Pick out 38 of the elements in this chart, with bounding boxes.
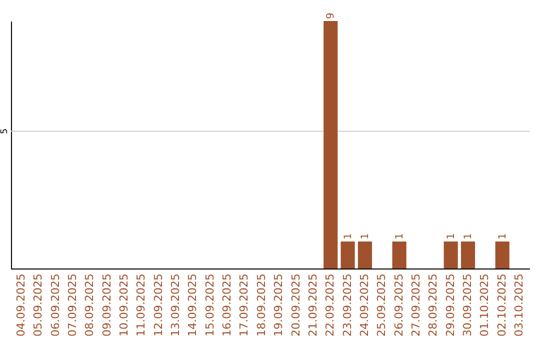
data-label: 1 — [360, 233, 371, 240]
x-tick-label: 15.09.2025 — [203, 274, 216, 336]
x-tick-label: 19.09.2025 — [272, 274, 286, 336]
x-tick-label: 01.10.2025 — [478, 274, 492, 336]
x-tick-label: 05.09.2025 — [32, 274, 45, 336]
x-tick-label: 28.09.2025 — [426, 274, 440, 336]
x-tick-label: 13.09.2025 — [169, 274, 182, 336]
data-label: 9 — [326, 12, 337, 19]
x-tick-label: 23.09.2025 — [340, 274, 354, 336]
x-tick-label: 08.09.2025 — [83, 274, 96, 336]
x-tick-label: 14.09.2025 — [186, 274, 200, 336]
x-tick-label: 11.09.2025 — [134, 274, 148, 336]
data-label: 1 — [446, 233, 457, 240]
x-tick-label: 02.10.2025 — [495, 274, 508, 336]
data-label: 1 — [394, 233, 406, 240]
data-label: 1 — [463, 233, 474, 240]
ref-line-label: 5 — [0, 128, 10, 134]
x-tick-label: 24.09.2025 — [358, 274, 371, 336]
x-tick-label: 06.09.2025 — [48, 274, 62, 336]
x-tick-label: 21.09.2025 — [306, 274, 320, 336]
data-label: 1 — [497, 233, 508, 240]
x-tick-label: 10.09.2025 — [118, 274, 131, 336]
x-tick-label: 17.09.2025 — [238, 274, 251, 336]
x-tick-label: 25.09.2025 — [375, 274, 388, 336]
x-tick-label: 04.09.2025 — [14, 274, 28, 336]
x-tick-label: 29.09.2025 — [444, 274, 457, 336]
x-tick-label: 26.09.2025 — [392, 274, 406, 336]
x-tick-label: 07.09.2025 — [66, 274, 79, 336]
data-label: 1 — [342, 233, 354, 240]
x-tick-label: 12.09.2025 — [152, 274, 165, 336]
x-tick-label: 18.09.2025 — [254, 274, 268, 336]
x-tick-label: 27.09.2025 — [409, 274, 422, 336]
x-tick-label: 09.09.2025 — [100, 274, 114, 336]
x-tick-label: 30.09.2025 — [461, 274, 474, 336]
x-tick-label: 03.10.2025 — [512, 274, 526, 336]
x-tick-label: 20.09.2025 — [289, 274, 302, 336]
x-tick-label: 22.09.2025 — [324, 274, 337, 336]
x-tick-label: 16.09.2025 — [220, 274, 234, 336]
